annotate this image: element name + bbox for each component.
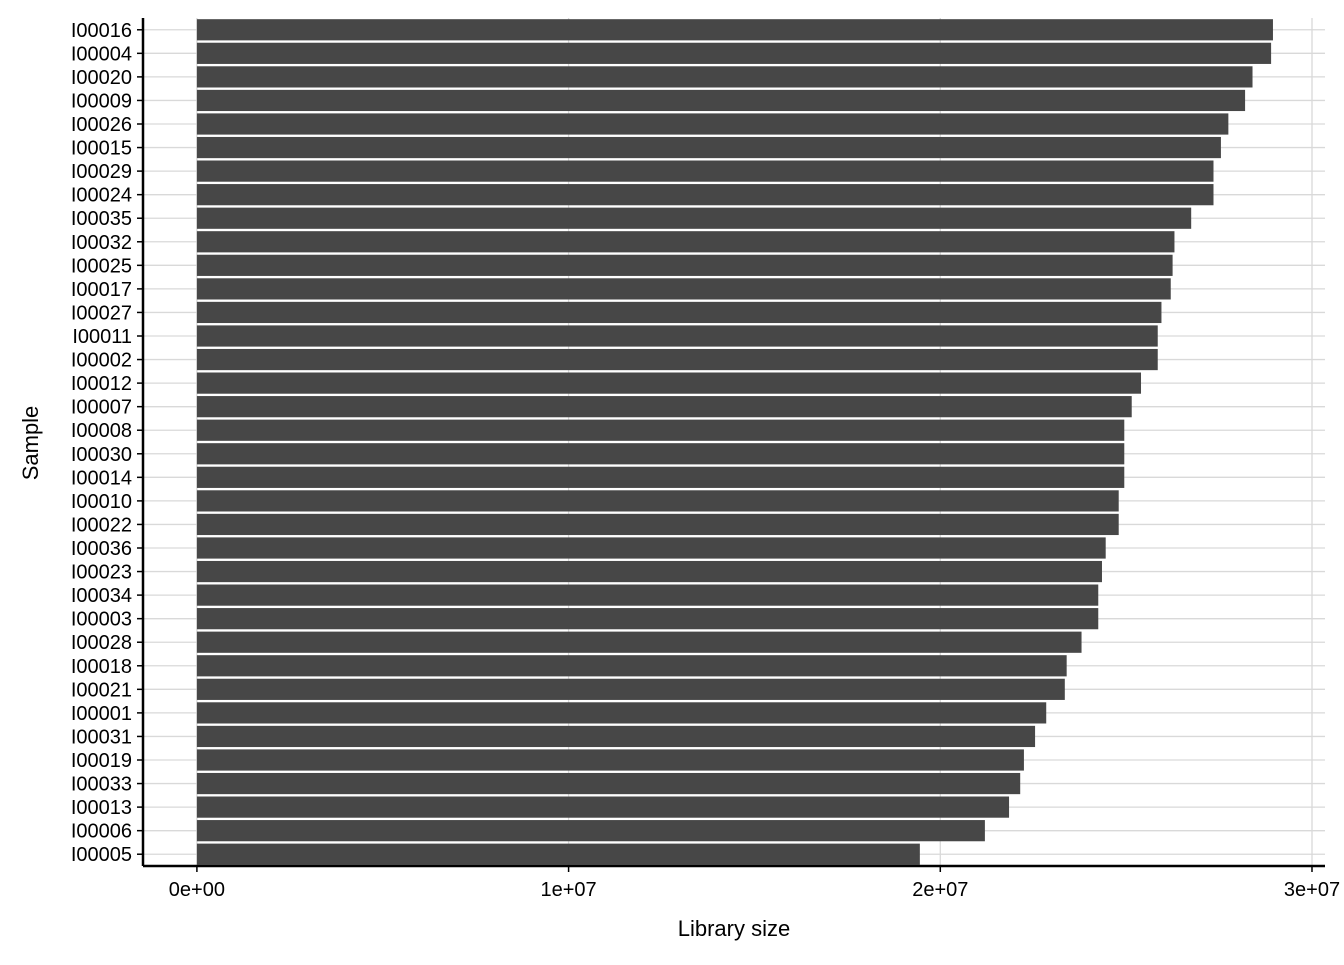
x-tick-label: 0e+00 <box>169 879 225 901</box>
bar-i00009 <box>196 89 1246 112</box>
x-tick-label: 2e+07 <box>912 879 968 901</box>
y-tick-label: I00016 <box>71 20 132 42</box>
y-tick-label: I00006 <box>71 821 132 843</box>
bar-i00017 <box>196 278 1171 300</box>
y-tick-label: I00024 <box>71 185 132 207</box>
bar-i00016 <box>196 19 1273 41</box>
vertical-gridlines <box>196 18 1313 866</box>
y-tick-label: I00001 <box>71 703 132 725</box>
y-tick-label: I00023 <box>71 562 132 584</box>
bar-i00025 <box>196 254 1173 276</box>
bar-i00019 <box>196 749 1024 771</box>
bar-i00035 <box>196 207 1192 229</box>
y-tick-label: I00015 <box>71 138 132 160</box>
y-tick-label: I00029 <box>71 161 132 183</box>
bar-i00003 <box>196 608 1099 630</box>
bars <box>196 19 1273 865</box>
y-tick-label: I00033 <box>71 774 132 796</box>
y-tick-label: I00027 <box>71 302 132 324</box>
y-tick-label: I00032 <box>71 232 132 254</box>
bar-i00033 <box>196 772 1021 795</box>
bar-i00002 <box>196 348 1158 371</box>
y-tick-label: I00013 <box>71 797 132 819</box>
y-tick-label: I00010 <box>71 491 132 513</box>
y-tick-label: I00007 <box>71 397 132 419</box>
bar-i00018 <box>196 655 1067 677</box>
y-tick-label: I00025 <box>71 255 132 277</box>
y-tick-label: I00004 <box>71 43 132 65</box>
bar-i00012 <box>196 372 1142 394</box>
bar-i00014 <box>196 466 1125 488</box>
y-tick-label: I00008 <box>71 420 132 442</box>
bar-i00026 <box>196 113 1229 135</box>
y-tick-label: I00031 <box>71 726 132 748</box>
x-axis-ticks: 0e+00 1e+07 2e+07 3e+07 <box>169 866 1340 901</box>
bar-i00029 <box>196 160 1214 182</box>
y-tick-label: I00035 <box>71 208 132 230</box>
y-tick-label: I00002 <box>71 350 132 372</box>
bar-i00036 <box>196 537 1106 559</box>
y-tick-label: I00019 <box>71 750 132 772</box>
x-tick-label: 3e+07 <box>1284 879 1340 901</box>
bar-i00023 <box>196 560 1102 583</box>
bar-i00032 <box>196 231 1175 253</box>
y-tick-label: I00005 <box>71 844 132 866</box>
y-axis-label: Sample <box>18 406 43 481</box>
x-axis-label: Library size <box>678 916 790 941</box>
y-tick-label: I00014 <box>71 467 132 489</box>
bar-i00011 <box>196 325 1158 347</box>
y-tick-label: I00036 <box>71 538 132 560</box>
y-tick-label: I00012 <box>71 373 132 395</box>
y-tick-label: I00026 <box>71 114 132 136</box>
bar-i00031 <box>196 725 1036 748</box>
y-tick-label: I00009 <box>71 90 132 112</box>
bar-i00027 <box>196 301 1162 324</box>
y-tick-label: I00021 <box>71 679 132 701</box>
bar-i00006 <box>196 820 985 842</box>
y-tick-label: I00022 <box>71 514 132 536</box>
bar-i00004 <box>196 42 1272 64</box>
bar-i00021 <box>196 678 1065 700</box>
bar-i00020 <box>196 66 1253 88</box>
bar-i00007 <box>196 396 1132 418</box>
y-tick-label: I00018 <box>71 656 132 678</box>
y-tick-label: I00020 <box>71 67 132 89</box>
bar-i00022 <box>196 513 1119 536</box>
y-axis-ticks: I00016I00004I00020I00009I00026I00015I000… <box>71 20 143 866</box>
bar-i00013 <box>196 796 1010 818</box>
bar-i00008 <box>196 419 1125 441</box>
bar-i00001 <box>196 702 1047 724</box>
y-tick-label: I00030 <box>71 444 132 466</box>
bar-i00010 <box>196 490 1119 512</box>
bar-i00015 <box>196 136 1221 159</box>
bar-i00028 <box>196 631 1082 653</box>
y-tick-label: I00028 <box>71 632 132 654</box>
bar-i00034 <box>196 584 1099 606</box>
bar-i00030 <box>196 443 1125 465</box>
bar-i00005 <box>196 843 920 865</box>
bar-i00024 <box>196 184 1214 206</box>
y-tick-label: I00011 <box>72 326 132 348</box>
y-tick-label: I00017 <box>71 279 132 301</box>
x-tick-label: 1e+07 <box>541 879 597 901</box>
y-tick-label: I00003 <box>71 609 132 631</box>
y-tick-label: I00034 <box>71 585 132 607</box>
